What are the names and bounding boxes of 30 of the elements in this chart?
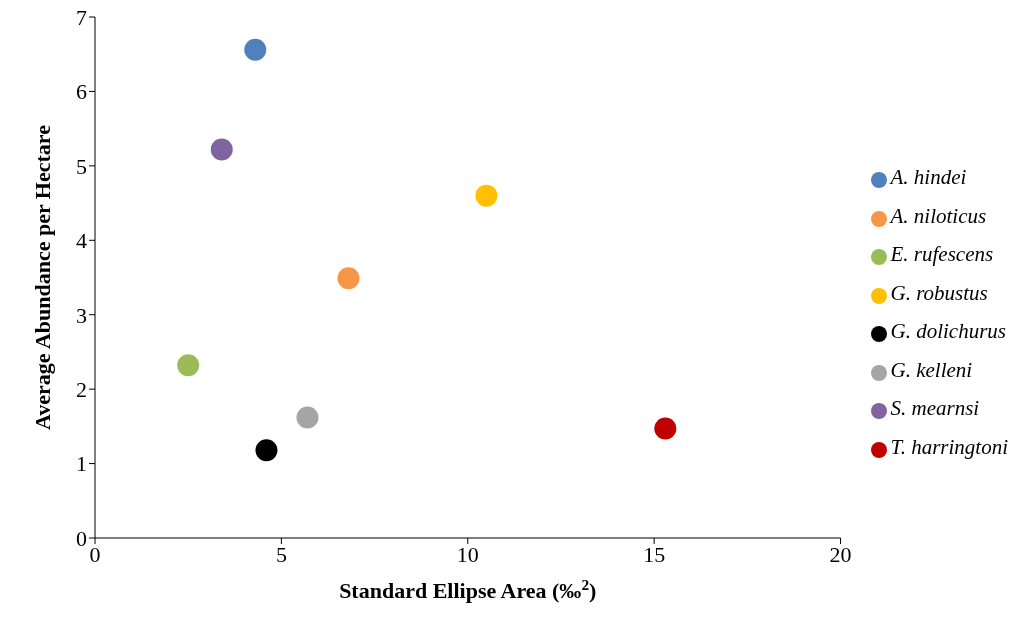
point (177, 354, 200, 377)
y-tick-label: 7 (76, 4, 87, 30)
legend-label: E. rufescens (890, 242, 994, 266)
point (654, 417, 677, 440)
y-tick-label: 0 (76, 525, 87, 551)
legend-label: G. robustus (890, 280, 988, 305)
y-tick-label: 1 (76, 451, 87, 477)
point (296, 406, 319, 429)
point (475, 184, 498, 207)
y-tick-label: 3 (76, 302, 87, 328)
y-tick-label: 2 (76, 376, 87, 402)
legend-label: A. hindei (890, 165, 967, 189)
x-tick-label: 10 (456, 541, 479, 567)
x-tick-label: 20 (829, 541, 852, 567)
legend-label: A. niloticus (890, 203, 987, 228)
point (210, 138, 233, 161)
legend-label: G. dolichurus (890, 319, 1007, 343)
point (337, 267, 360, 290)
point (255, 439, 278, 462)
legend-label: S. mearnsi (890, 396, 980, 420)
legend-label: T. harringtoni (890, 434, 1008, 459)
y-tick-label: 4 (76, 228, 87, 254)
x-tick-label: 5 (275, 541, 287, 567)
y-axis-title: Average Abundance per Hectare (30, 124, 55, 430)
x-tick-label: 15 (643, 541, 666, 567)
x-axis-title: Standard Ellipse Area (‰$^{2}$) (339, 575, 597, 603)
y-tick-label: 5 (76, 153, 87, 179)
legend-label: G. kelleni (890, 357, 973, 382)
y-tick-label: 6 (76, 79, 87, 105)
point (244, 38, 267, 61)
